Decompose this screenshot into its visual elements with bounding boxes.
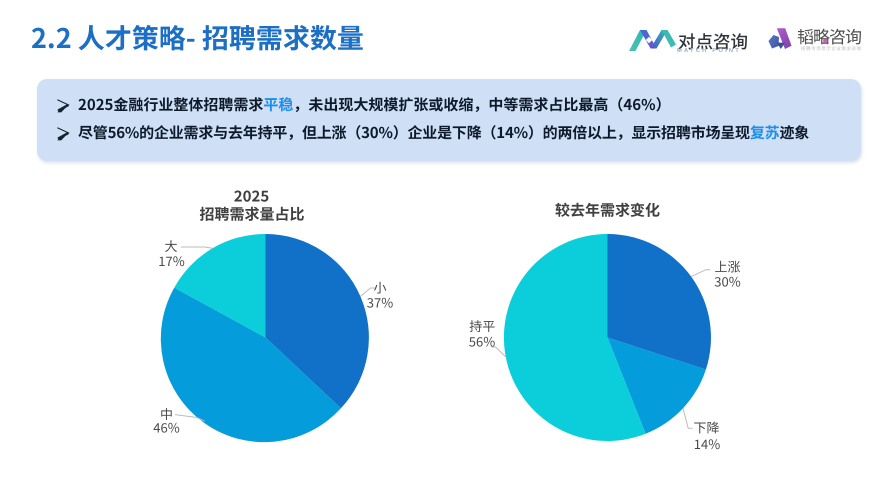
svg-text:持平: 持平 (469, 316, 495, 335)
svg-text:小: 小 (373, 278, 386, 297)
svg-text:46%: 46% (153, 417, 179, 436)
svg-text:14%: 14% (694, 434, 720, 453)
svg-text:30%: 30% (714, 271, 740, 290)
svg-text:上涨: 上涨 (714, 256, 740, 275)
svg-text:37%: 37% (367, 293, 393, 312)
svg-text:招聘需求量占比: 招聘需求量占比 (199, 204, 304, 225)
svg-text:下降: 下降 (693, 418, 719, 437)
svg-text:17%: 17% (158, 251, 184, 270)
svg-text:较去年需求变化: 较去年需求变化 (555, 200, 660, 221)
svg-text:2025: 2025 (234, 186, 270, 207)
svg-text:中: 中 (160, 404, 173, 423)
svg-text:大: 大 (164, 236, 177, 255)
svg-text:56%: 56% (469, 332, 495, 351)
